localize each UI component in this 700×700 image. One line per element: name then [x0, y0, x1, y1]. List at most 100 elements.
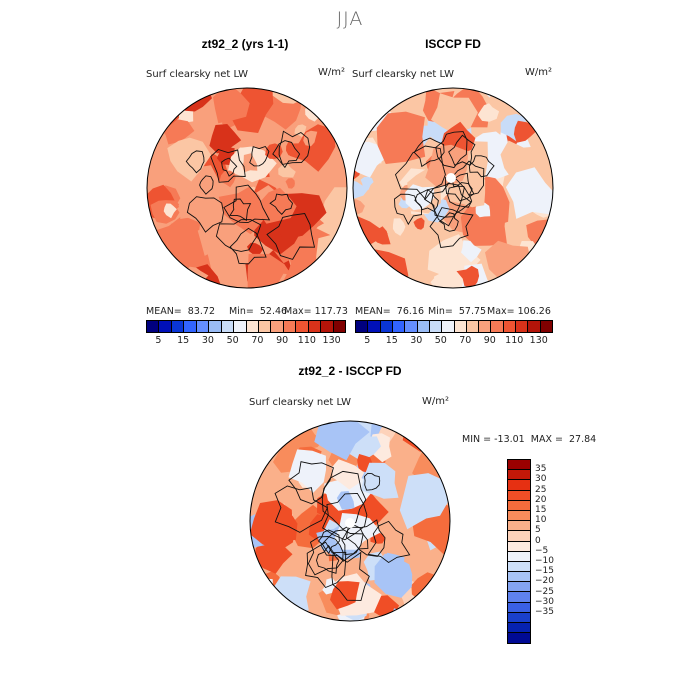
colorbar-tick-label: 90	[483, 335, 496, 346]
panel3-units: W/m²	[422, 396, 450, 407]
colorbar-tick-label: 35	[535, 464, 547, 475]
panel3-minmax: MIN = -13.01 MAX = 27.84	[462, 434, 597, 445]
colorbar-tick-label: 50	[226, 335, 239, 346]
panel2-title: ISCCP FD	[425, 37, 481, 51]
panel2-min: Min= 57.75	[428, 306, 487, 317]
colorbar-swatch	[491, 321, 504, 332]
colorbar-swatch	[356, 321, 369, 332]
colorbar-swatch	[508, 490, 530, 501]
panel1-max: Max= 117.73	[284, 306, 348, 317]
colorbar-swatch	[508, 633, 530, 644]
panel1-min: Min= 52.46	[229, 306, 288, 317]
colorbar-swatch	[159, 321, 172, 332]
panel1-polar-map	[146, 87, 348, 289]
panel3-title: zt92_2 - ISCCP FD	[298, 364, 402, 378]
colorbar-tick-label: −15	[535, 566, 554, 577]
panel1-colorbar	[146, 320, 346, 333]
colorbar-swatch	[368, 321, 381, 332]
colorbar-tick-label: 15	[385, 335, 398, 346]
colorbar-swatch	[417, 321, 430, 332]
colorbar-swatch	[508, 612, 530, 623]
colorbar-tick-label: 10	[535, 515, 547, 526]
panel2-polar-map	[352, 87, 554, 289]
colorbar-swatch	[508, 460, 530, 471]
colorbar-swatch	[508, 572, 530, 583]
colorbar-swatch	[508, 582, 530, 593]
colorbar-tick-label: −20	[535, 576, 554, 587]
colorbar-swatch	[196, 321, 210, 332]
colorbar-tick-label: 130	[322, 335, 341, 346]
panel2-colorbar	[355, 320, 553, 333]
colorbar-swatch	[508, 500, 530, 511]
colorbar-swatch	[508, 551, 530, 562]
panel3-colorbar-ticks: 35 30 25 20 15 10 5 0 −5 −10 −15 −20 −25 −30 −35	[535, 459, 565, 644]
colorbar-swatch	[503, 321, 517, 332]
colorbar-swatch	[380, 321, 393, 332]
colorbar-swatch	[508, 470, 530, 481]
colorbar-tick-label: 20	[535, 494, 547, 505]
panel2-max: Max= 106.26	[487, 306, 551, 317]
colorbar-tick-label: 110	[297, 335, 316, 346]
colorbar-swatch	[508, 531, 530, 542]
colorbar-swatch	[466, 321, 480, 332]
colorbar-tick-label: 30	[201, 335, 214, 346]
colorbar-tick-label: −5	[535, 545, 549, 556]
colorbar-swatch	[508, 510, 530, 522]
colorbar-tick-label: 130	[529, 335, 548, 346]
colorbar-tick-label: 25	[535, 484, 547, 495]
colorbar-swatch	[516, 321, 529, 332]
colorbar-swatch	[308, 321, 322, 332]
colorbar-swatch	[296, 321, 309, 332]
colorbar-swatch	[171, 321, 185, 332]
colorbar-tick-label: −10	[535, 556, 554, 566]
colorbar-swatch	[528, 321, 541, 332]
colorbar-swatch	[221, 321, 235, 332]
colorbar-tick-label: 50	[434, 335, 447, 346]
colorbar-tick-label: −35	[535, 607, 554, 617]
panel2-mean: MEAN= 76.16	[355, 306, 425, 317]
colorbar-tick-label: 5	[535, 525, 541, 536]
colorbar-swatch	[508, 623, 530, 634]
colorbar-tick-label: 90	[276, 335, 289, 346]
colorbar-swatch	[392, 321, 406, 332]
colorbar-tick-label: 0	[535, 535, 541, 546]
colorbar-swatch	[234, 321, 247, 332]
colorbar-tick-label: 15	[177, 335, 190, 346]
colorbar-swatch	[283, 321, 297, 332]
colorbar-swatch	[442, 321, 455, 332]
colorbar-swatch	[246, 321, 259, 332]
colorbar-swatch	[209, 321, 222, 332]
colorbar-swatch	[333, 321, 345, 332]
panel2-colorbar-ticks: 5 15 30 50 70 90 110 130	[355, 335, 551, 347]
colorbar-swatch	[184, 321, 197, 332]
colorbar-tick-label: 15	[535, 505, 547, 515]
panel2-field-label: Surf clearsky net LW	[352, 69, 455, 80]
colorbar-swatch	[508, 592, 530, 603]
colorbar-tick-label: 5	[155, 335, 162, 346]
colorbar-tick-label: 30	[410, 335, 423, 346]
panel1-mean: MEAN= 83.72	[146, 306, 216, 317]
panel3-colorbar	[507, 459, 531, 645]
colorbar-swatch	[508, 541, 530, 552]
colorbar-tick-label: 30	[535, 474, 547, 485]
colorbar-swatch	[508, 602, 530, 613]
colorbar-tick-label: 70	[459, 335, 472, 346]
colorbar-swatch	[540, 321, 552, 332]
colorbar-swatch	[147, 321, 160, 332]
colorbar-swatch	[508, 480, 530, 491]
panel1-colorbar-ticks: 5 15 30 50 70 90 110 130	[146, 335, 344, 347]
colorbar-swatch	[508, 521, 530, 532]
figure-title: JJA	[336, 8, 364, 30]
colorbar-swatch	[258, 321, 272, 332]
colorbar-tick-label: 110	[505, 335, 524, 346]
colorbar-swatch	[429, 321, 443, 332]
panel1-units: W/m²	[318, 67, 346, 78]
colorbar-tick-label: 70	[251, 335, 264, 346]
colorbar-swatch	[454, 321, 467, 332]
panel1-title: zt92_2 (yrs 1-1)	[201, 37, 289, 51]
colorbar-swatch	[405, 321, 418, 332]
colorbar-swatch	[508, 561, 530, 573]
panel3-field-label: Surf clearsky net LW	[249, 397, 352, 408]
panel1-field-label: Surf clearsky net LW	[146, 69, 249, 80]
colorbar-swatch	[271, 321, 284, 332]
